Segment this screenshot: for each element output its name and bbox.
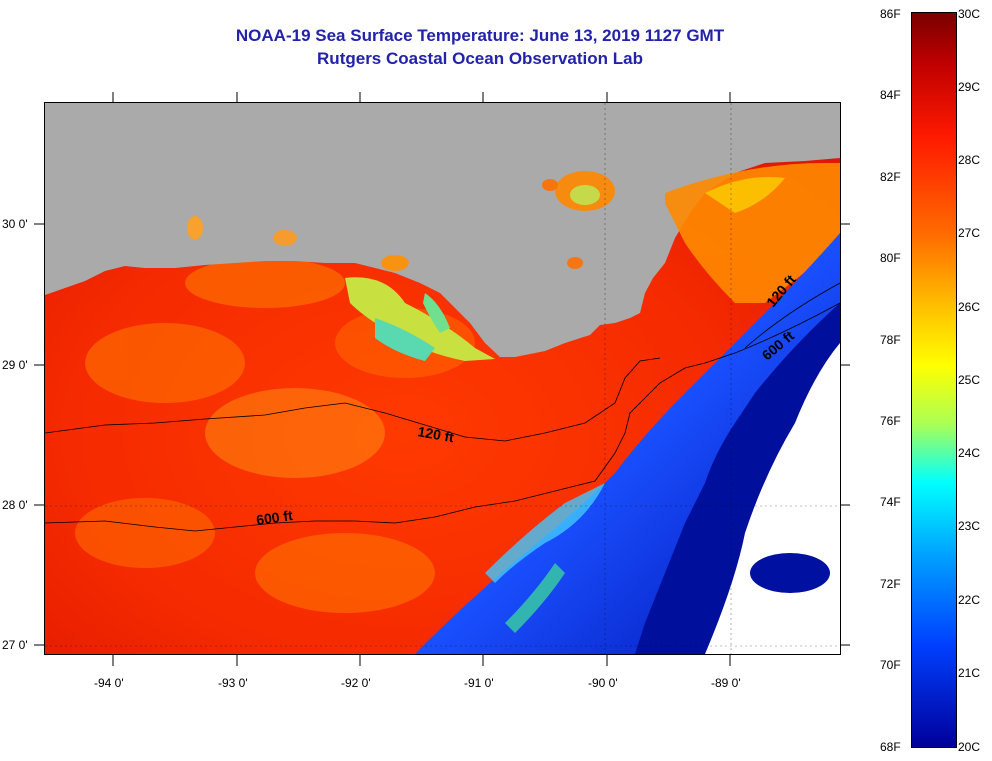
coastal-cool-water — [345, 277, 495, 361]
contour-shelf-east — [734, 302, 840, 354]
colorbar-f-74: 74F — [880, 495, 901, 509]
lon-label-93: -93 0' — [218, 676, 248, 690]
lon-label-92: -92 0' — [341, 676, 371, 690]
land — [45, 103, 840, 357]
colorbar-c-28: 28C — [958, 153, 981, 167]
colorbar-f-86: 86F — [880, 7, 901, 21]
cold-water — [415, 233, 840, 654]
graticule — [45, 103, 840, 654]
lon-label-90: -90 0' — [588, 676, 618, 690]
colorbar-c-25: 25C — [958, 373, 981, 387]
colorbar-c-29: 29C — [958, 80, 981, 94]
lon-label-89: -89 0' — [711, 676, 741, 690]
colorbar-c-26: 26C — [958, 300, 981, 314]
contour-120ft-west — [45, 357, 661, 442]
sst-map: 120 ft 600 ft 120 ft 600 ft — [44, 102, 841, 655]
colorbar-c-30: 30C — [958, 7, 981, 21]
contour-label-120ft-west: 120 ft — [416, 423, 455, 445]
colorbar-f-76: 76F — [880, 414, 901, 428]
colorbar-c-21: 21C — [958, 666, 981, 680]
lon-label-94: -94 0' — [94, 676, 124, 690]
map-subtitle: Rutgers Coastal Ocean Observation Lab — [317, 49, 643, 68]
sst-map-image: 120 ft 600 ft 120 ft 600 ft — [45, 103, 840, 654]
contour-120ft-east — [744, 282, 840, 349]
colorbar-f-68: 68F — [880, 740, 901, 754]
lat-label-27: 27 0' — [2, 638, 28, 652]
colorbar-f-80: 80F — [880, 251, 901, 265]
lon-label-91: -91 0' — [464, 676, 494, 690]
colorbar-f-82: 82F — [880, 170, 901, 184]
contour-lines — [45, 282, 840, 532]
map-title: NOAA-19 Sea Surface Temperature: June 13… — [235, 26, 725, 45]
lat-label-30: 30 0' — [2, 217, 28, 231]
colorbar-f-78: 78F — [880, 333, 901, 347]
colorbar-f-70: 70F — [880, 658, 901, 672]
colorbar-c-20: 20C — [958, 740, 981, 754]
colorbar-c-24: 24C — [958, 446, 981, 460]
contour-label-600ft-west: 600 ft — [255, 507, 294, 528]
lat-label-28: 28 0' — [2, 498, 28, 512]
contour-600ft-west — [45, 352, 736, 532]
colorbar-c-23: 23C — [958, 519, 981, 533]
inland-water — [187, 163, 840, 303]
temperature-colorbar — [911, 12, 957, 748]
colorbar-f-72: 72F — [880, 577, 901, 591]
colorbar-c-27: 27C — [958, 226, 981, 240]
lat-label-29: 29 0' — [2, 358, 28, 372]
colorbar-f-84: 84F — [880, 88, 901, 102]
colorbar-c-22: 22C — [958, 593, 981, 607]
